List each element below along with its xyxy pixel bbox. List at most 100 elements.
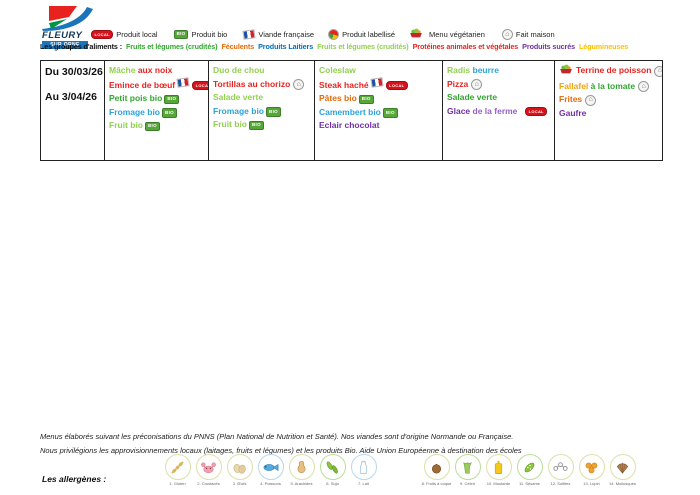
food-group-label: Fruits et légumes (crudités) [125,42,218,51]
menu-item: Coleslaw [319,64,439,78]
menu-item: Mâche aux noix [109,64,205,78]
menu-item: Fruit bio BIO [109,119,205,133]
menu-item-text: Petit pois bio [109,93,163,103]
crab-icon [195,454,222,480]
allergen-name: 5. Arachides [290,481,313,486]
allergen-name: 8. Fruits à coque [421,481,452,486]
logo-graphic [42,6,93,31]
menu-column-day-3: Coleslaw Steak haché LOCAL Pâtes bio BIO Came… [315,61,443,160]
food-group-label: Protéines animales et végétales [412,42,519,51]
allergen-name: 7. Lait [358,481,369,486]
local-badge-icon: LOCAL [385,81,408,90]
allergen-1: 1. Gluten [162,454,193,486]
allergen-7: 7. Lait [348,454,379,486]
food-group-label: Féculents [221,42,255,51]
menu-item: Frites ⌂ [559,93,659,107]
sulfites-icon [547,454,574,480]
menu-item-text: Salade verte [213,92,264,102]
bio-badge-icon: BIO [358,94,374,104]
menu-item: Fromage bio BIO [109,106,205,120]
legend-item-label: Fait maison [515,30,555,39]
allergen-13: 13. Lupin [576,454,607,486]
fait-maison-icon: ⌂ [638,81,650,92]
menu-item: Fromage bio BIO [213,105,311,119]
menu-item-text: Gaufre [559,107,587,118]
french-flag-icon [242,29,256,40]
eggs-icon [226,454,253,480]
bio-badge-icon: BIO [382,108,398,118]
food-groups-label: Les groupes d'aliments : [40,42,122,51]
allergen-name: 4. Poissons [260,481,281,486]
menu-item-text: Fallafel [559,80,591,91]
bio-badge-icon: BIO [162,108,177,118]
menu-item: Pâtes bio BIO [319,92,439,106]
fait-maison-icon: ⌂ [585,94,597,106]
menu-item-text: Fromage bio [213,105,265,116]
legend-item: ⌂ Fait maison [499,29,555,40]
allergen-4: 4. Poissons [255,454,286,486]
menu-item: Emince de bœuf LOCAL [109,76,208,93]
menu-item: Fallafel à la tomate ⌂ [559,80,659,94]
allergen-row: 1. Gluten 2. Crustacés 3. Œufs 4. Poissons 5… [162,454,638,486]
veggie-bowl-icon [559,64,573,80]
allergen-11: 11. Sésame [514,454,545,486]
allergen-3: 3. Œufs [224,454,255,486]
allergen-14: 14. Mollusques [607,454,638,486]
food-group-label: Produits sucrés [522,42,575,51]
menu-item-text: Salade verte [447,92,498,102]
logo-name: FLEURY [42,30,83,41]
shell-icon [609,454,636,480]
allergen-10: 10. Moutarde [483,454,514,486]
menu-item-text: Coleslaw [319,65,356,75]
fleury-sur-orne-logo: FLEURY SUR ORNE [40,5,104,49]
menu-footnotes: Menus élaborés suivant les préconisation… [40,430,522,458]
menu-item: Gaufre [559,107,659,121]
menu-item-text: Pizza [447,78,469,89]
bio-badge-icon: BIO [266,107,281,117]
menu-item: Eclair chocolat [319,119,439,133]
menu-item-text: Tortillas au chorizo [213,78,291,89]
menu-item: Salade verte [213,91,311,105]
allergen-name: 12. Sulfites [550,481,571,486]
food-group-label: Produits Laitiers [258,42,314,51]
allergen-name: 10. Moutarde [486,481,511,486]
nut-icon [423,454,450,480]
legend-item-label: Menu végétarien [429,30,485,39]
allergen-12: 12. Sulfites [545,454,576,486]
allergen-2: 2. Crustacés [193,454,224,486]
legend-item: Produit labellisé [328,29,395,40]
allergen-name: 6. Soja [326,481,339,486]
fait-maison-icon: ⌂ [471,79,483,90]
week-end-date: Au 3/04/26 [45,91,97,103]
bio-badge-icon: BIO [145,121,160,131]
menu-item-text: Glace [447,105,473,116]
menu-item-text: Emince de bœuf [109,79,176,90]
veggie-bowl-icon [409,28,423,41]
menu-item: Steak haché LOCAL [319,76,439,93]
wheat-icon [164,454,191,480]
menu-item: Tortillas au chorizo ⌂ [213,78,311,92]
milk-icon [350,454,377,480]
menu-item-text: à la tomate [590,80,636,91]
footnote-line-2: Nous privilégions les approvisionnements… [40,446,522,455]
soy-icon [319,454,346,480]
fait-maison-icon: ⌂ [501,29,513,40]
menu-item: Petit pois bio BIO [109,92,205,106]
menu-column-dates: Du 30/03/26 Au 3/04/26 [41,61,105,160]
menu-column-day-4: Radis beurre Pizza ⌂ Salade verte Glace de l… [443,61,555,160]
menu-item-text: Frites [559,94,583,104]
lupin-icon [578,454,605,480]
menu-item: Radis beurre [447,64,551,78]
fish-icon [257,454,284,480]
allergen-name: 13. Lupin [583,481,600,486]
menu-item-text: Steak haché [319,79,369,90]
allergen-9: 9. Céleri [452,454,483,486]
menu-item: Fruit bio BIO [213,118,311,132]
menu-column-day-2: Duo de chou Tortillas au chorizo ⌂ Salade v… [209,61,315,160]
menu-item-text: Radis [447,65,473,75]
legend-item: Menu végétarien [409,28,485,41]
french-flag-icon [370,76,384,88]
menu-item-text: Duo de chou [213,65,265,75]
